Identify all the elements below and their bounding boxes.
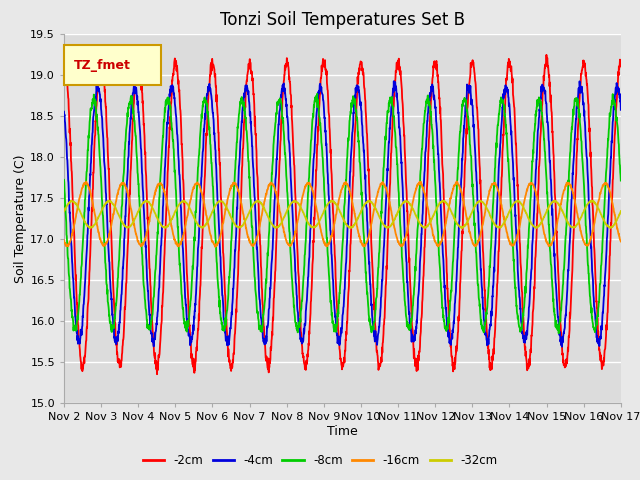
Legend: -2cm, -4cm, -8cm, -16cm, -32cm: -2cm, -4cm, -8cm, -16cm, -32cm [138,449,502,472]
X-axis label: Time: Time [327,425,358,438]
FancyBboxPatch shape [64,45,161,85]
Title: Tonzi Soil Temperatures Set B: Tonzi Soil Temperatures Set B [220,11,465,29]
Y-axis label: Soil Temperature (C): Soil Temperature (C) [15,154,28,283]
Text: TZ_fmet: TZ_fmet [74,59,131,72]
